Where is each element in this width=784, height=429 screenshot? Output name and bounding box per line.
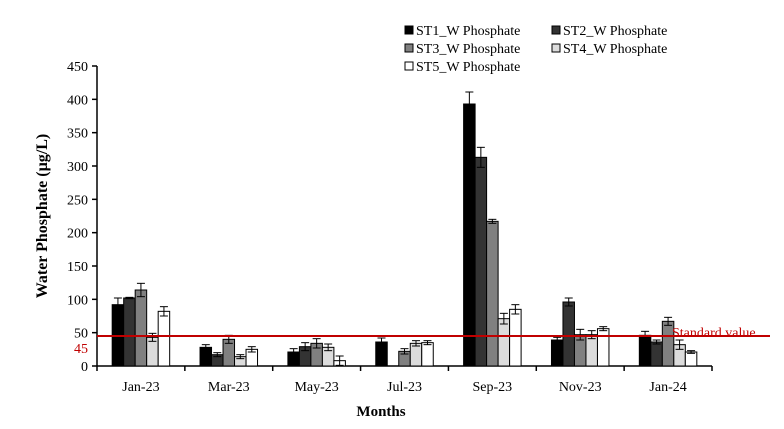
bar (421, 342, 434, 367)
y-tick-label: 200 (67, 227, 88, 242)
y-tick-label: 100 (67, 293, 88, 308)
bar (550, 339, 564, 367)
bar (684, 351, 698, 367)
legend-label: ST1_W Phosphate (416, 24, 520, 39)
bar (474, 156, 488, 367)
standard-value-axis-label: 45 (74, 342, 88, 357)
y-tick-label: 300 (67, 160, 88, 175)
legend-swatch (551, 43, 561, 53)
y-tick-label: 0 (81, 360, 88, 375)
x-axis-label: Months (356, 404, 405, 420)
x-tick-label: Sep-23 (473, 380, 513, 395)
legend-label: ST4_W Phosphate (563, 42, 667, 57)
y-tick-label: 350 (67, 127, 88, 142)
x-tick-label: Nov-23 (559, 380, 602, 395)
y-tick-label: 450 (67, 60, 88, 75)
bar (409, 342, 423, 367)
legend-label: ST3_W Phosphate (416, 42, 520, 57)
x-axis: Jan-23 Mar-23 May-23 Jul-23 Sep-23 Nov-23 Jan-… (96, 365, 713, 395)
legend-swatch (404, 43, 414, 53)
standard-value-line: Standard value 45 (74, 326, 770, 357)
x-tick-label: May-23 (294, 380, 338, 395)
bar (157, 310, 171, 367)
x-tick-label: Mar-23 (208, 380, 250, 395)
x-tick-label: Jul-23 (387, 380, 422, 395)
bar (134, 289, 148, 367)
bar (638, 334, 652, 367)
legend-swatch (404, 25, 414, 35)
bar (509, 308, 522, 367)
x-tick-label: Jan-23 (122, 380, 159, 395)
x-tick-label: Jan-24 (649, 380, 686, 395)
y-axis: 0 50 100 150 200 250 300 350 400 450 (67, 60, 98, 375)
bar (463, 103, 476, 367)
legend-swatch (551, 25, 561, 35)
bar (486, 220, 499, 367)
y-axis-label: Water Phosphate (µg/L) (34, 134, 51, 298)
bar (585, 334, 598, 367)
bar (650, 341, 663, 367)
legend-label: ST2_W Phosphate (563, 24, 667, 39)
legend-label: ST5_W Phosphate (416, 60, 520, 75)
y-tick-label: 50 (74, 327, 88, 342)
legend-swatch (404, 61, 414, 71)
bar (596, 328, 610, 367)
y-tick-label: 400 (67, 93, 88, 108)
bar (562, 301, 575, 367)
bar (497, 318, 511, 367)
y-tick-label: 150 (67, 260, 88, 275)
standard-value-label: Standard value (672, 326, 756, 341)
bar (123, 297, 136, 367)
y-tick-label: 250 (67, 193, 88, 208)
legend: ST1_W Phosphate ST2_W Phosphate ST3_W Phos… (404, 24, 667, 75)
bars (111, 91, 698, 367)
